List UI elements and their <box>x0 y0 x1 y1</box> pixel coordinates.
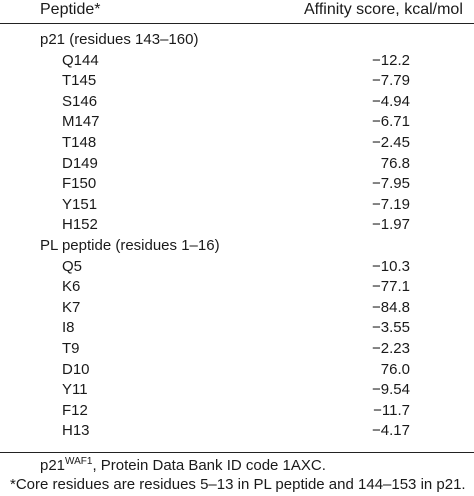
affinity-score-value: −77.1 <box>372 278 410 296</box>
affinity-score-value: −7.95 <box>372 175 410 193</box>
table-header: Peptide* Affinity score, kcal/mol <box>0 0 474 22</box>
residue-label: D10 <box>62 360 90 378</box>
affinity-score-column-header: Affinity score, kcal/mol <box>304 1 463 18</box>
table-row: Q5 −10.3 <box>0 257 474 278</box>
peptide-column-header: Peptide* <box>40 1 101 18</box>
table-row: K6 −77.1 <box>0 277 474 298</box>
table-row: Q144 −12.2 <box>0 51 474 72</box>
group-label: PL peptide (residues 1–16) <box>40 236 220 254</box>
residue-label: Q5 <box>62 257 83 275</box>
table-row: D10 76.0 <box>0 360 474 381</box>
table-row: S146 −4.94 <box>0 92 474 113</box>
table-group-row: PL peptide (residues 1–16) <box>0 236 474 257</box>
affinity-score-value: −7.19 <box>372 195 410 213</box>
affinity-score-value: −1.97 <box>372 216 410 234</box>
residue-label: I8 <box>62 319 75 337</box>
table-row: K7 −84.8 <box>0 298 474 319</box>
affinity-score-value: −9.54 <box>372 381 410 399</box>
affinity-score-value: −6.71 <box>372 113 410 131</box>
residue-label: H152 <box>62 216 98 234</box>
residue-label: Q144 <box>62 51 99 69</box>
group-label: p21 (residues 143–160) <box>40 31 199 48</box>
header-rule <box>0 23 474 24</box>
residue-label: T145 <box>62 72 97 90</box>
table-row: M147 −6.71 <box>0 112 474 133</box>
residue-label: K7 <box>62 298 81 316</box>
table-row: F12 −11.7 <box>0 401 474 422</box>
affinity-score-value: 76.0 <box>380 360 410 378</box>
residue-label: T9 <box>62 339 80 357</box>
table-group-row: p21 (residues 143–160) <box>0 30 474 51</box>
footnote-pdb-text: , Protein Data Bank ID code 1AXC. <box>92 457 326 474</box>
footnote-core-residues: *Core residues are residues 5–13 in PL p… <box>10 476 466 493</box>
table-row: T145 −7.79 <box>0 71 474 92</box>
residue-label: F12 <box>62 401 88 419</box>
footnote-p21-text: p21 <box>40 457 66 474</box>
affinity-score-value: −3.55 <box>372 319 410 337</box>
table-row: H152 −1.97 <box>0 215 474 236</box>
affinity-score-value: −2.23 <box>372 339 410 357</box>
residue-label: F150 <box>62 175 97 193</box>
residue-label: M147 <box>62 113 100 131</box>
affinity-score-value: −12.2 <box>372 51 410 69</box>
residue-label: D149 <box>62 154 98 172</box>
footnote-pdb: p21WAF1, Protein Data Bank ID code 1AXC. <box>40 455 474 477</box>
affinity-score-value: −84.8 <box>372 298 410 316</box>
affinity-score-value: −10.3 <box>372 257 410 275</box>
residue-label: H13 <box>62 422 90 440</box>
affinity-score-value: −11.7 <box>373 401 410 419</box>
table-row: Y151 −7.19 <box>0 195 474 216</box>
affinity-score-value: −4.17 <box>372 422 410 440</box>
table-row: H13 −4.17 <box>0 421 474 442</box>
affinity-score-value: −2.45 <box>372 133 410 151</box>
table-row: T148 −2.45 <box>0 133 474 154</box>
table-row: F150 −7.95 <box>0 174 474 195</box>
footnote-waf1-superscript: WAF1 <box>65 456 93 467</box>
table-row: T9 −2.23 <box>0 339 474 360</box>
affinity-score-value: −4.94 <box>372 92 410 110</box>
bottom-rule <box>0 452 474 453</box>
affinity-score-value: −7.79 <box>372 72 410 90</box>
affinity-score-value: 76.8 <box>380 154 410 172</box>
residue-label: K6 <box>62 278 81 296</box>
table-row: D149 76.8 <box>0 154 474 175</box>
residue-label: S146 <box>62 92 98 110</box>
table-row: Y11 −9.54 <box>0 380 474 401</box>
residue-label: Y11 <box>62 381 88 399</box>
residue-label: T148 <box>62 133 97 151</box>
table-row: I8 −3.55 <box>0 318 474 339</box>
residue-label: Y151 <box>62 195 98 213</box>
table-body: p21 (residues 143–160) Q144 −12.2 T145 −7.79… <box>0 30 474 442</box>
